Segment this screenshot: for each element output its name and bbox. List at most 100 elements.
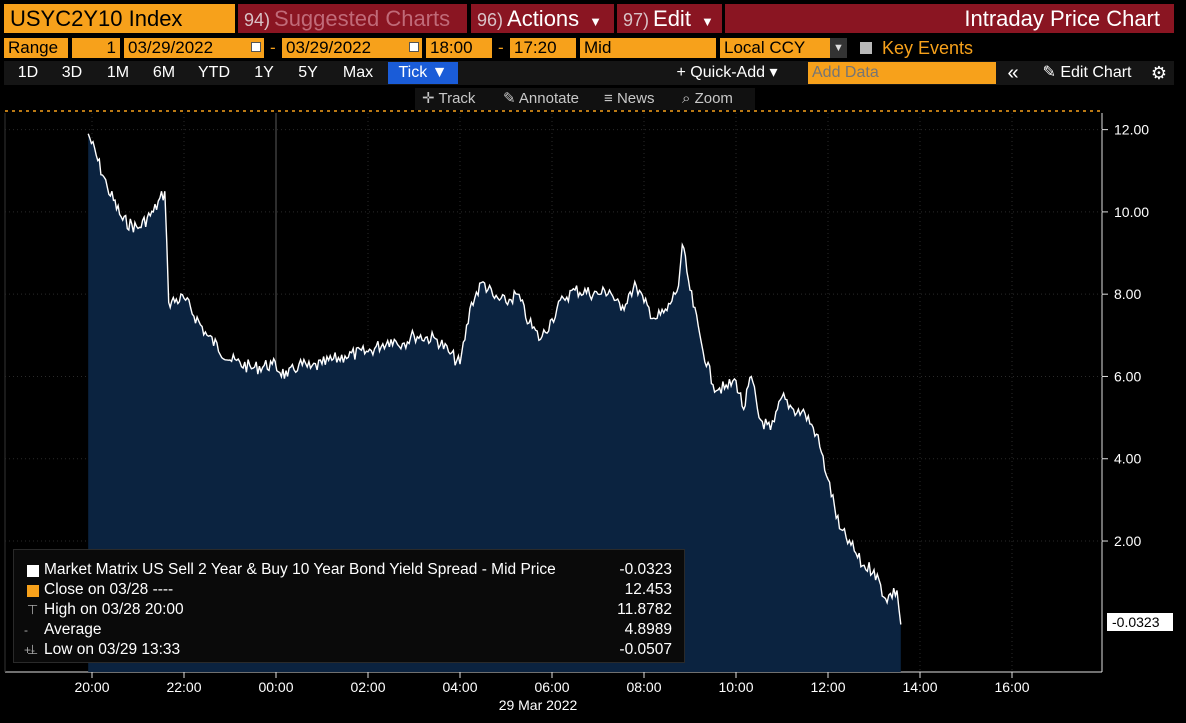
- calendar-icon[interactable]: [251, 42, 261, 52]
- key-events-label: Key Events: [882, 38, 974, 58]
- edit-menu-button[interactable]: 97) Edit ▼: [617, 4, 722, 33]
- x-tick-label: 02:00: [350, 679, 385, 695]
- x-tick-label: 20:00: [74, 679, 109, 695]
- y-tick-label: 8.00: [1114, 286, 1141, 302]
- window-title: Intraday Price Chart: [725, 4, 1174, 33]
- actions-menu-button[interactable]: 96) Actions ▼: [471, 4, 614, 33]
- pencil-icon: ✎: [1042, 64, 1056, 81]
- spread-line: [87, 133, 902, 625]
- period-1m-button[interactable]: 1M: [106, 64, 130, 81]
- y-tick-label: 4.00: [1114, 451, 1141, 467]
- actions-label: Actions: [507, 6, 580, 31]
- currency-dropdown-icon[interactable]: ▼: [830, 38, 847, 58]
- zoom-tool[interactable]: ⌕ Zoom: [682, 89, 733, 109]
- period-5y-button[interactable]: 5Y: [298, 64, 318, 81]
- suggested-charts-button[interactable]: 94) Suggested Charts: [238, 4, 467, 33]
- news-tool[interactable]: ≡ News: [604, 89, 654, 109]
- edit-chart-button[interactable]: ✎ Edit Chart: [1030, 62, 1144, 84]
- x-date-label: 29 Mar 2022: [499, 697, 578, 713]
- average-marker-icon: -+-: [24, 623, 36, 657]
- legend-label: Market Matrix US Sell 2 Year & Buy 10 Ye…: [44, 561, 556, 578]
- y-tick-label: 12.00: [1114, 122, 1149, 138]
- y-tick-label: 10.00: [1114, 204, 1149, 220]
- edit-chart-label: Edit Chart: [1060, 64, 1132, 81]
- legend-row-average[interactable]: -+- Average 4.8989: [14, 620, 684, 657]
- news-label: News: [616, 90, 655, 107]
- legend-label: Average: [44, 621, 102, 638]
- period-ytd-button[interactable]: YTD: [198, 64, 230, 81]
- last-value-tag: -0.0323: [1107, 613, 1173, 631]
- price-type-field[interactable]: Mid: [580, 38, 716, 58]
- actions-num: 96): [477, 10, 504, 30]
- end-date-field[interactable]: 03/29/2022: [282, 38, 422, 58]
- gear-icon[interactable]: ⚙: [1150, 63, 1168, 83]
- legend-row-high[interactable]: ⊤ High on 03/28 20:00 11.8782: [14, 600, 684, 620]
- window-title-text: Intraday Price Chart: [964, 6, 1160, 31]
- track-tool[interactable]: ✛ Track: [422, 89, 475, 109]
- track-label: Track: [438, 90, 476, 107]
- caret-down-icon: ▼: [589, 14, 603, 29]
- y-axis: 12.00 10.00 8.00 6.00 4.00 2.00: [1102, 122, 1149, 549]
- y-tick-label: 2.00: [1114, 533, 1141, 549]
- collapse-icon[interactable]: «: [1007, 62, 1019, 84]
- crosshair-icon: ✛: [422, 90, 435, 107]
- period-1y-button[interactable]: 1Y: [254, 64, 274, 81]
- quick-add-button[interactable]: + Quick-Add ▾: [676, 64, 778, 81]
- end-time-field[interactable]: 17:20: [510, 38, 576, 58]
- series-swatch: [27, 565, 39, 577]
- legend-box: Market Matrix US Sell 2 Year & Buy 10 Ye…: [13, 549, 685, 663]
- end-date-text: 03/29/2022: [286, 38, 372, 57]
- time-dash: -: [498, 38, 504, 57]
- last-value-text: -0.0323: [1112, 614, 1160, 630]
- spread-area: [88, 133, 901, 672]
- caret-down-icon: ▼: [700, 14, 714, 29]
- calendar-icon[interactable]: [409, 42, 419, 52]
- news-icon: ≡: [604, 90, 613, 107]
- high-marker-icon: ⊤: [27, 602, 39, 617]
- start-date-field[interactable]: 03/29/2022: [124, 38, 264, 58]
- legend-label: Close on 03/28 ----: [44, 581, 174, 598]
- add-data-input[interactable]: [808, 62, 996, 84]
- legend-value: -0.0323: [619, 561, 672, 578]
- start-date-text: 03/29/2022: [128, 38, 214, 57]
- legend-row-close[interactable]: Close on 03/28 ---- 12.453: [14, 580, 684, 600]
- chart-toolbar: [415, 88, 755, 110]
- x-tick-label: 12:00: [810, 679, 845, 695]
- range-label: Range: [4, 38, 68, 58]
- x-axis: 20:00 22:00 00:00 02:00 04:00 06:00 08:00 10:00…: [74, 672, 1030, 695]
- annotate-tool[interactable]: ✎ Annotate: [503, 89, 579, 109]
- legend-row-low[interactable]: ⊥ Low on 03/29 13:33 -0.0507: [14, 640, 684, 660]
- x-tick-label: 10:00: [718, 679, 753, 695]
- legend-value: 12.453: [624, 581, 672, 598]
- ticker-field[interactable]: USYC2Y10 Index: [4, 4, 235, 33]
- pencil-icon: ✎: [503, 90, 516, 107]
- period-6m-button[interactable]: 6M: [152, 64, 176, 81]
- date-dash: -: [270, 38, 276, 57]
- period-3d-button[interactable]: 3D: [61, 64, 83, 81]
- x-tick-label: 08:00: [626, 679, 661, 695]
- legend-label: High on 03/28 20:00: [44, 601, 184, 618]
- x-tick-label: 16:00: [994, 679, 1029, 695]
- close-swatch: [27, 585, 39, 597]
- annotate-label: Annotate: [518, 90, 579, 107]
- period-1d-button[interactable]: 1D: [17, 64, 39, 81]
- x-tick-label: 06:00: [534, 679, 569, 695]
- key-events-checkbox[interactable]: [860, 42, 872, 54]
- suggested-label: Suggested Charts: [274, 6, 451, 31]
- x-tick-label: 04:00: [442, 679, 477, 695]
- period-max-button[interactable]: Max: [342, 64, 374, 81]
- range-value-field[interactable]: 1: [72, 38, 120, 58]
- x-tick-label: 22:00: [166, 679, 201, 695]
- magnifier-icon: ⌕: [682, 90, 691, 107]
- zoom-label: Zoom: [694, 90, 733, 107]
- legend-row-series[interactable]: Market Matrix US Sell 2 Year & Buy 10 Ye…: [14, 560, 684, 580]
- legend-value: 4.8989: [624, 621, 672, 638]
- y-tick-label: 6.00: [1114, 368, 1141, 384]
- currency-select[interactable]: Local CCY: [720, 38, 830, 58]
- legend-value: -0.0507: [619, 641, 672, 658]
- x-tick-label: 00:00: [258, 679, 293, 695]
- tick-period-selector[interactable]: Tick ▼: [388, 62, 458, 84]
- x-tick-label: 14:00: [902, 679, 937, 695]
- ticker-text: USYC2Y10 Index: [10, 6, 183, 31]
- start-time-field[interactable]: 18:00: [426, 38, 492, 58]
